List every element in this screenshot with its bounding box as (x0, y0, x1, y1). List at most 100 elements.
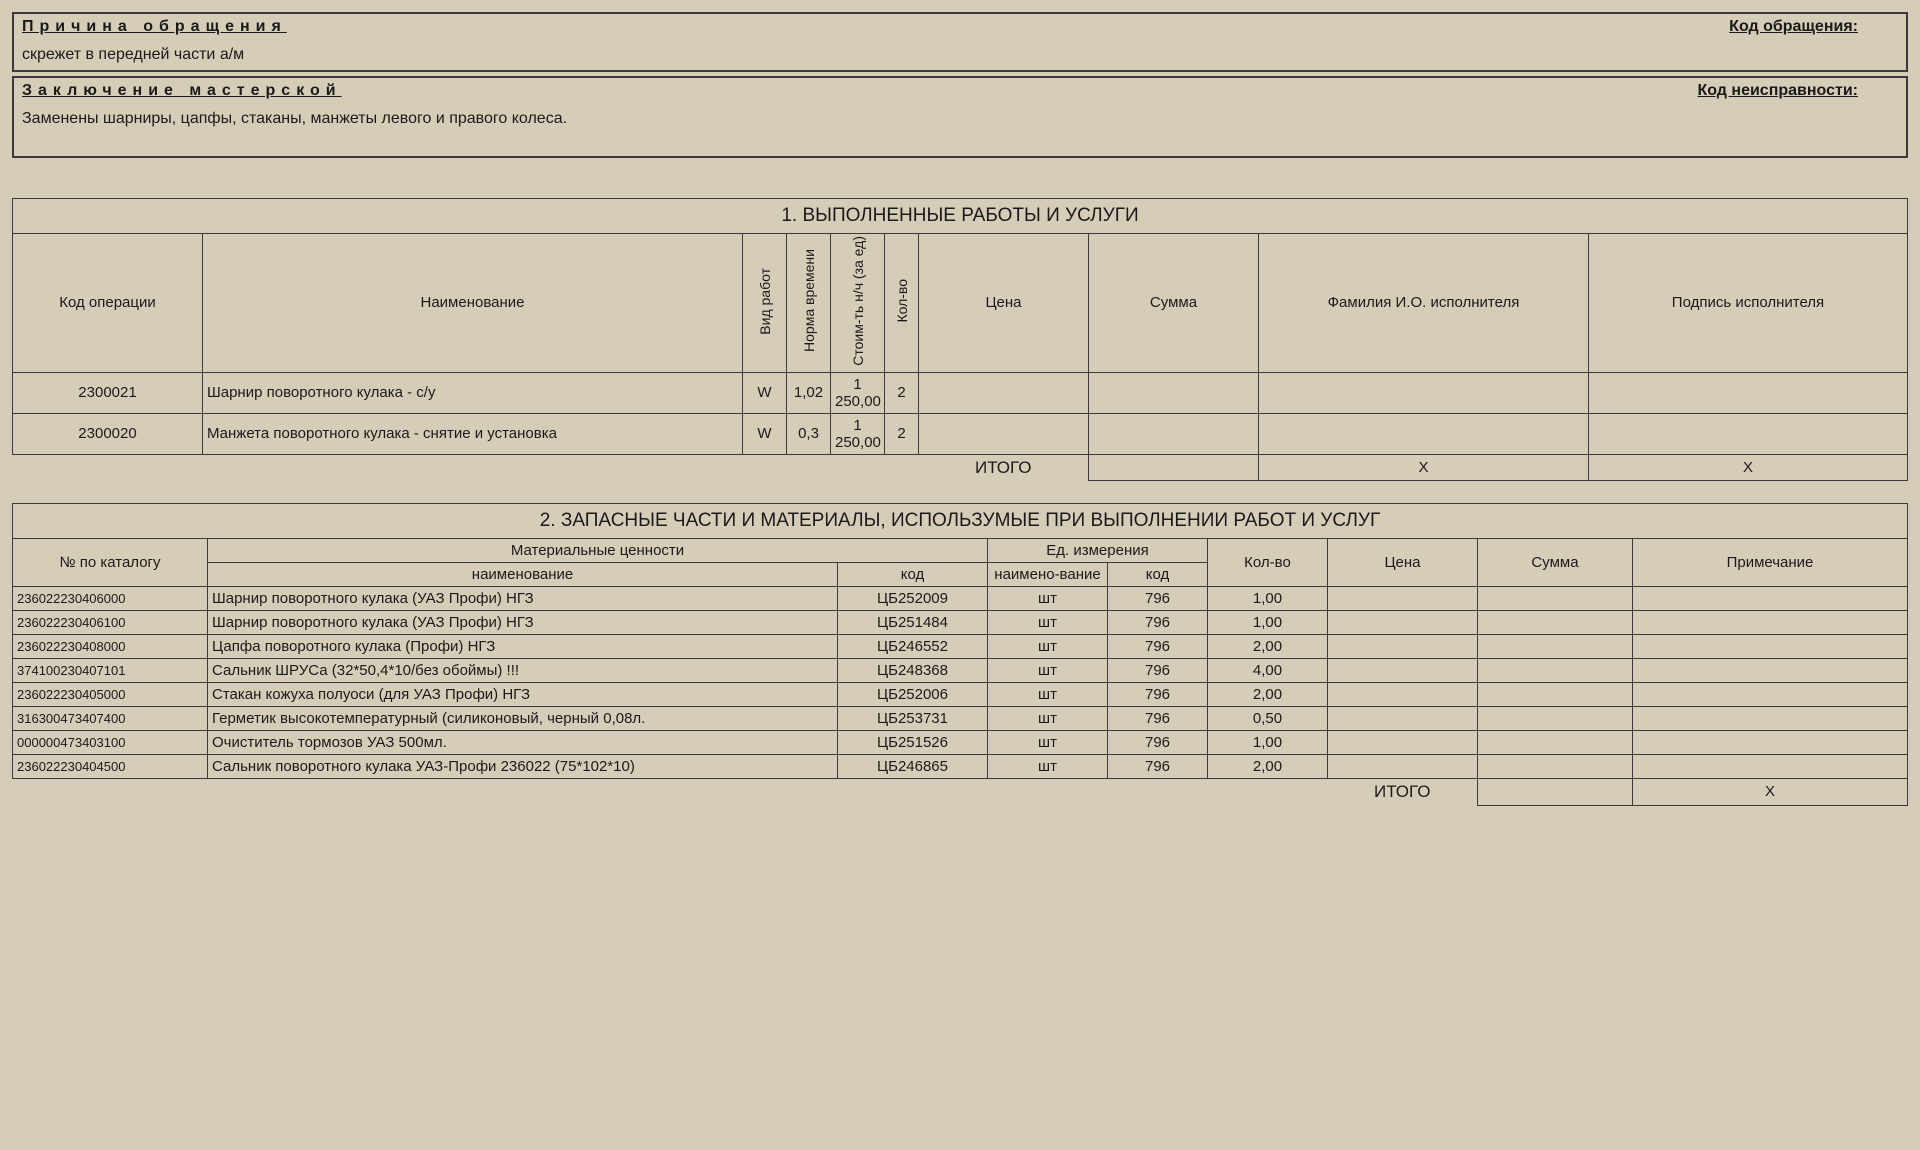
parts-cell-price (1328, 659, 1478, 683)
col-qty: Кол-во (885, 234, 919, 373)
parts-cell-catalog: 316300473407400 (13, 707, 208, 731)
parts-total-row: ИТОГО X (13, 779, 1908, 806)
parts-cell-code: ЦБ252009 (838, 587, 988, 611)
works-cell-norm: 0,3 (787, 413, 831, 454)
works-cell-sign (1589, 372, 1908, 413)
works-total-x1: X (1259, 454, 1589, 481)
parts-cell-name: Сальник ШРУСа (32*50,4*10/без обоймы) !!… (208, 659, 838, 683)
parts-row: 374100230407101Сальник ШРУСа (32*50,4*10… (13, 659, 1908, 683)
reason-code-label: Код обращения: (1729, 18, 1858, 36)
parts-row: 236022230405000Стакан кожуха полуоси (дл… (13, 683, 1908, 707)
parts-cell-catalog: 236022230405000 (13, 683, 208, 707)
parts-cell-code: ЦБ251526 (838, 731, 988, 755)
parts-cell-name: Герметик высокотемпературный (силиконовы… (208, 707, 838, 731)
works-total-x2: X (1589, 454, 1908, 481)
pcol-sum: Сумма (1478, 539, 1633, 587)
parts-cell-qty: 2,00 (1208, 683, 1328, 707)
works-row: 2300020Манжета поворотного кулака - снят… (13, 413, 1908, 454)
works-cell-name: Манжета поворотного кулака - снятие и ус… (203, 413, 743, 454)
col-name: Наименование (203, 234, 743, 373)
parts-cell-qty: 1,00 (1208, 611, 1328, 635)
parts-cell-sum (1478, 683, 1633, 707)
parts-cell-catalog: 236022230408000 (13, 635, 208, 659)
parts-cell-unitname: шт (988, 755, 1108, 779)
conclusion-code-label: Код неисправности: (1697, 82, 1858, 100)
pcol-unitgroup: Ед. измерения (988, 539, 1208, 563)
parts-cell-unitname: шт (988, 707, 1108, 731)
parts-cell-name: Сальник поворотного кулака УАЗ-Профи 236… (208, 755, 838, 779)
parts-cell-unitcode: 796 (1108, 587, 1208, 611)
works-cell-performer (1259, 372, 1589, 413)
parts-title: 2. ЗАПАСНЫЕ ЧАСТИ И МАТЕРИАЛЫ, ИСПОЛЬЗУМ… (13, 504, 1908, 539)
parts-cell-unitname: шт (988, 683, 1108, 707)
works-table: 1. ВЫПОЛНЕННЫЕ РАБОТЫ И УСЛУГИ Код опера… (12, 198, 1908, 481)
parts-cell-qty: 1,00 (1208, 731, 1328, 755)
parts-row: 236022230408000Цапфа поворотного кулака … (13, 635, 1908, 659)
parts-row: 236022230406100Шарнир поворотного кулака… (13, 611, 1908, 635)
works-cell-performer (1259, 413, 1589, 454)
parts-cell-qty: 0,50 (1208, 707, 1328, 731)
parts-cell-sum (1478, 611, 1633, 635)
parts-cell-note (1633, 611, 1908, 635)
col-performer: Фамилия И.О. исполнителя (1259, 234, 1589, 373)
parts-cell-code: ЦБ248368 (838, 659, 988, 683)
parts-total-label: ИТОГО (1328, 779, 1478, 806)
col-sum: Сумма (1089, 234, 1259, 373)
col-code: Код операции (13, 234, 203, 373)
parts-cell-name: Шарнир поворотного кулака (УАЗ Профи) НГ… (208, 587, 838, 611)
works-cell-code: 2300020 (13, 413, 203, 454)
col-norm: Норма времени (787, 234, 831, 373)
works-cell-price (919, 372, 1089, 413)
works-total-label: ИТОГО (919, 454, 1089, 481)
parts-cell-catalog: 236022230404500 (13, 755, 208, 779)
parts-cell-price (1328, 587, 1478, 611)
parts-cell-qty: 2,00 (1208, 635, 1328, 659)
parts-cell-note (1633, 755, 1908, 779)
parts-cell-note (1633, 683, 1908, 707)
parts-cell-unitcode: 796 (1108, 731, 1208, 755)
parts-cell-unitname: шт (988, 731, 1108, 755)
parts-cell-catalog: 000000473403100 (13, 731, 208, 755)
parts-cell-sum (1478, 635, 1633, 659)
parts-cell-qty: 1,00 (1208, 587, 1328, 611)
pcol-note: Примечание (1633, 539, 1908, 587)
parts-cell-code: ЦБ246865 (838, 755, 988, 779)
parts-cell-name: Шарнир поворотного кулака (УАЗ Профи) НГ… (208, 611, 838, 635)
parts-cell-price (1328, 635, 1478, 659)
pcol-unitname: наимено-вание (988, 563, 1108, 587)
works-cell-sum (1089, 413, 1259, 454)
parts-cell-code: ЦБ253731 (838, 707, 988, 731)
parts-cell-name: Очиститель тормозов УАЗ 500мл. (208, 731, 838, 755)
conclusion-text: Заменены шарниры, цапфы, стаканы, манжет… (22, 110, 1898, 128)
conclusion-block: Заключение мастерской Код неисправности:… (12, 76, 1908, 158)
parts-total-x: X (1633, 779, 1908, 806)
parts-cell-catalog: 236022230406000 (13, 587, 208, 611)
parts-table-wrap: 2. ЗАПАСНЫЕ ЧАСТИ И МАТЕРИАЛЫ, ИСПОЛЬЗУМ… (12, 503, 1908, 806)
parts-cell-unitcode: 796 (1108, 635, 1208, 659)
works-title: 1. ВЫПОЛНЕННЫЕ РАБОТЫ И УСЛУГИ (13, 199, 1908, 234)
parts-cell-sum (1478, 659, 1633, 683)
parts-row: 236022230406000Шарнир поворотного кулака… (13, 587, 1908, 611)
works-cell-qty: 2 (885, 413, 919, 454)
works-table-wrap: 1. ВЫПОЛНЕННЫЕ РАБОТЫ И УСЛУГИ Код опера… (12, 198, 1908, 481)
col-sign: Подпись исполнителя (1589, 234, 1908, 373)
parts-cell-name: Стакан кожуха полуоси (для УАЗ Профи) НГ… (208, 683, 838, 707)
parts-cell-unitname: шт (988, 611, 1108, 635)
pcol-price: Цена (1328, 539, 1478, 587)
works-cell-cost: 1 250,00 (831, 413, 885, 454)
parts-cell-sum (1478, 731, 1633, 755)
parts-cell-sum (1478, 587, 1633, 611)
works-cell-type: W (743, 413, 787, 454)
pcol-catalog: № по каталогу (13, 539, 208, 587)
works-cell-norm: 1,02 (787, 372, 831, 413)
parts-cell-note (1633, 707, 1908, 731)
pcol-unitcode: код (1108, 563, 1208, 587)
parts-cell-note (1633, 659, 1908, 683)
parts-cell-price (1328, 731, 1478, 755)
pcol-matgroup: Материальные ценности (208, 539, 988, 563)
col-price: Цена (919, 234, 1089, 373)
col-cost: Стоим-ть н/ч (за ед) (831, 234, 885, 373)
parts-cell-unitcode: 796 (1108, 707, 1208, 731)
parts-cell-code: ЦБ251484 (838, 611, 988, 635)
parts-cell-unitname: шт (988, 635, 1108, 659)
